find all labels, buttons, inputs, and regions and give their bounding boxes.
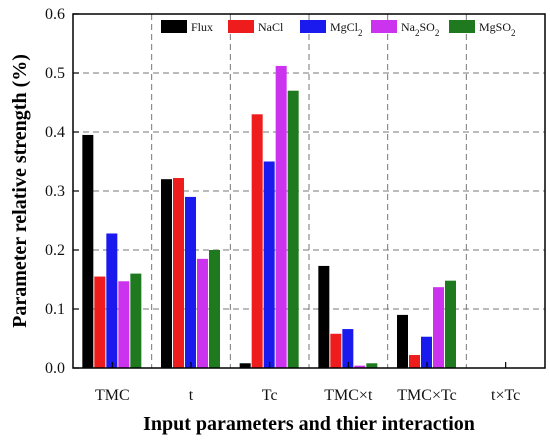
- legend-label-mgcl2: MgCl2: [330, 20, 363, 38]
- bar-nacl-1: [173, 178, 184, 368]
- bar-mgso2-3: [366, 363, 378, 368]
- legend-label-nacl: NaCl: [258, 20, 284, 34]
- bar-nacl-0: [94, 276, 106, 368]
- bar-flux-4: [397, 314, 408, 368]
- bar-flux-2: [239, 363, 251, 368]
- bar-na2so2-1: [197, 258, 208, 368]
- y-axis-label: Parameter relative strength (%): [9, 54, 31, 328]
- bar-mgcl2-4: [421, 336, 432, 368]
- y-tick-label: 0.4: [45, 124, 65, 141]
- y-tick-label: 0.3: [45, 183, 65, 200]
- x-tick-label: Tc: [262, 387, 278, 404]
- legend-swatch-mgso2: [449, 20, 475, 33]
- bar-nacl-3: [330, 333, 342, 368]
- x-axis-label: Input parameters and thier interaction: [143, 413, 475, 435]
- x-tick-label: TMC×t: [324, 387, 373, 404]
- bar-na2so2-2: [275, 65, 287, 369]
- legend-label-flux: Flux: [191, 20, 213, 34]
- bars-layer: [82, 65, 456, 369]
- legend-swatch-na2so2: [371, 20, 397, 33]
- x-tick-label: t×Tc: [491, 387, 520, 404]
- bar-flux-0: [82, 134, 94, 368]
- bar-na2so2-0: [118, 281, 130, 368]
- x-tick-label: TMC×Tc: [397, 387, 456, 404]
- y-tick-label: 0.6: [45, 6, 65, 23]
- legend: Flux NaCl MgCl2 Na2SO2 MgSO2: [161, 20, 516, 38]
- bar-nacl-4: [409, 355, 420, 368]
- legend-swatch-mgcl2: [300, 20, 326, 33]
- y-tick-label: 0.0: [45, 360, 65, 377]
- y-axis-ticks: 0.0 0.1 0.2 0.3 0.4 0.5 0.6: [45, 6, 79, 377]
- x-tick-label: TMC: [95, 387, 130, 404]
- bar-mgso2-0: [130, 273, 142, 368]
- bar-mgso2-2: [287, 90, 299, 368]
- bar-na2so2-4: [433, 287, 444, 368]
- bar-mgcl2-2: [263, 161, 275, 368]
- y-tick-label: 0.2: [45, 242, 65, 259]
- bar-flux-3: [318, 265, 330, 368]
- x-axis-ticks: TMC t Tc TMC×t TMC×Tc t×Tc: [95, 362, 520, 404]
- bar-mgcl2-3: [342, 329, 354, 368]
- bar-mgcl2-1: [185, 196, 196, 368]
- grid-lines: [73, 14, 545, 368]
- bar-flux-1: [161, 179, 172, 368]
- x-tick-label: t: [189, 387, 194, 404]
- bar-na2so2-3: [354, 365, 366, 368]
- bar-nacl-2: [251, 114, 263, 368]
- bar-mgso2-4: [445, 280, 456, 368]
- bar-mgcl2-0: [106, 233, 118, 368]
- y-tick-label: 0.1: [45, 301, 65, 318]
- bar-mgso2-1: [209, 250, 220, 368]
- y-tick-label: 0.5: [45, 65, 65, 82]
- legend-label-mgso2: MgSO2: [479, 20, 516, 38]
- legend-swatch-nacl: [228, 20, 254, 33]
- legend-label-na2so2: Na2SO2: [401, 20, 439, 38]
- legend-swatch-flux: [161, 20, 187, 33]
